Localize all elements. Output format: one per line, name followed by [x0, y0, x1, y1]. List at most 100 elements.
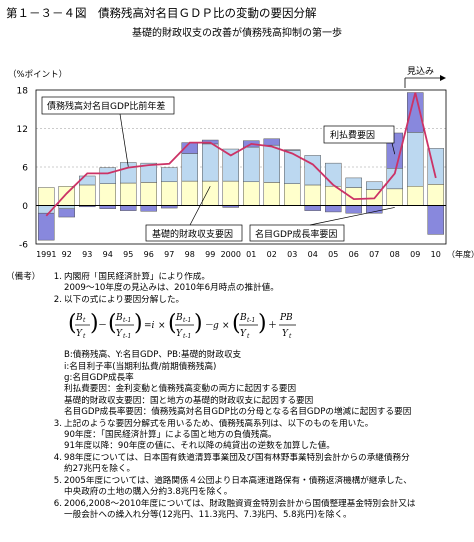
formula-minus-g: －g — [204, 321, 219, 331]
primary-balance-bar — [140, 162, 157, 183]
y-tick-label: 0 — [22, 202, 28, 212]
leader-line — [391, 142, 396, 155]
primary-balance-bar — [366, 181, 383, 190]
svg-text:): ) — [258, 311, 267, 336]
interest-bar — [140, 182, 157, 206]
interest-bar — [120, 182, 137, 206]
formula-sub: t-1 — [183, 333, 191, 340]
formula-sub: t-1 — [247, 317, 255, 324]
growth-bar — [58, 208, 75, 218]
note-text: 2006,2008～2010年度については、財政融資資金特別会計から国債整理基金… — [64, 498, 416, 509]
note-text: 2005年度については、道路関係４公団より日本高速道路保有・債務返済機構が継承し… — [64, 475, 412, 486]
interest-bar — [345, 187, 362, 206]
svg-text:): ) — [90, 311, 99, 336]
note-subline: 一般会計への繰入れ分等(12兆円、11.3兆円、7.3兆円、5.8兆円)を除く。 — [64, 509, 352, 520]
primary-balance-bar — [407, 132, 424, 187]
growth-bar — [120, 205, 137, 211]
note-subline: 90年度：「国民経済計算」による国と地方の負債残高。 — [64, 430, 277, 441]
interest-bar — [263, 182, 280, 206]
formula-times: × — [222, 321, 230, 331]
primary-balance-bar — [284, 150, 301, 184]
definition-line: 利払費要因：金利変動と債務残高変動の両方に起因する要因 — [64, 384, 297, 395]
formula-times: × — [158, 321, 166, 331]
note-number: 2. — [53, 294, 62, 305]
growth-bar — [284, 149, 301, 151]
definition-line: 名目GDP成長率要因：債務残高対名目GDP比の分母となる名目GDPの増減に起因す… — [64, 407, 412, 418]
growth-bar — [140, 205, 157, 212]
annotation-box — [249, 224, 345, 242]
notes-section: （備考） 1. 内閣府「国民経済計算」により作成。 2009～10年度の見込みは… — [6, 272, 470, 521]
primary-balance-bar — [161, 167, 178, 183]
note-subline: 約27兆円を除く。 — [64, 464, 136, 475]
x-tick-label: 06 — [349, 250, 359, 259]
primary-balance-bar — [263, 144, 280, 183]
leader-line — [309, 207, 395, 226]
note-text: 98年度については、日本国有鉄道清算事業団及び国有林野事業特別会計からの承継債務… — [64, 452, 410, 463]
notes-head: （備考） — [6, 272, 41, 282]
formula-plus: ＋ — [268, 320, 277, 331]
interest-bar — [38, 187, 55, 206]
definition-line: i:名目利子率(当期利払費/前期債務残高) — [64, 361, 217, 372]
x-tick-label: 2000 — [221, 250, 241, 259]
formula-y: Y — [240, 329, 247, 339]
projection-arrow — [440, 75, 446, 81]
x-axis-label: （年度） — [447, 249, 474, 259]
formula-y: Y — [282, 329, 289, 339]
growth-bar — [427, 205, 444, 235]
formula-sub: t — [247, 333, 250, 340]
formula-b: B — [175, 313, 183, 323]
formula-sub: t-1 — [123, 317, 131, 324]
x-tick-label: 96 — [144, 250, 154, 259]
x-tick-label: 95 — [123, 250, 133, 259]
interest-bar — [284, 183, 301, 206]
x-tick-label: 07 — [369, 250, 379, 259]
leader-line — [189, 186, 211, 226]
note-text: 上記のような要因分解式を用いるため、債務残高系列は、以下のものを用いた。 — [64, 418, 374, 429]
annotation-debt-line: 債務残高対名目GDP比前年差 — [47, 100, 165, 112]
interest-bar — [161, 181, 178, 206]
primary-balance-bar — [243, 146, 260, 183]
interest-bar — [99, 183, 116, 206]
note-text: 内閣府「国民経済計算」により作成。 — [64, 272, 210, 282]
primary-balance-bar — [99, 167, 116, 184]
note-subline: 中央政府の土地の購入分約3.8兆円を除く。 — [64, 487, 233, 498]
primary-balance-bar — [79, 175, 96, 186]
primary-balance-bar — [345, 177, 362, 188]
growth-bar — [99, 205, 116, 209]
x-tick-label: 99 — [205, 250, 215, 259]
svg-text:－: － — [98, 321, 107, 331]
growth-bar — [304, 205, 321, 211]
svg-text:): ) — [194, 311, 203, 336]
formula-b: B — [75, 313, 83, 323]
x-tick-label: 97 — [164, 250, 174, 259]
growth-bar — [263, 138, 280, 146]
x-tick-label: 08 — [390, 250, 400, 259]
x-tick-label: 93 — [82, 250, 92, 259]
primary-balance-bar — [202, 143, 219, 182]
definition-line: 基礎的財政収支要因：国と地方の基礎的財政収支に起因する要因 — [64, 395, 314, 406]
annotation-interest: 利払費要因 — [330, 129, 375, 141]
note-subline: 2009～10年度の見込みは、2010年6月時点の推計値。 — [64, 283, 279, 294]
debt-ratio-line — [45, 92, 437, 217]
annotation-primary-balance: 基礎的財政収支要因 — [152, 228, 233, 240]
formula-b: B — [115, 313, 123, 323]
note-number: 6. — [53, 498, 62, 509]
interest-bar — [202, 180, 219, 206]
growth-bar — [366, 205, 383, 214]
growth-bar — [325, 205, 342, 213]
formula-sub: t-1 — [123, 333, 131, 340]
x-tick-label: 05 — [328, 250, 338, 259]
svg-text:): ) — [134, 311, 143, 336]
growth-bar — [345, 205, 362, 214]
svg-text:(: ( — [168, 311, 177, 336]
x-tick-label: 03 — [287, 250, 297, 259]
formula-sub: t — [83, 333, 86, 340]
plot-frame — [35, 89, 447, 245]
primary-balance-bar — [181, 153, 198, 182]
y-tick-label: 18 — [17, 87, 29, 97]
y-tick-label: -6 — [19, 241, 28, 251]
projection-label: 見込み — [407, 66, 434, 77]
formula-b: B — [239, 313, 247, 323]
primary-balance-bar — [325, 162, 342, 187]
